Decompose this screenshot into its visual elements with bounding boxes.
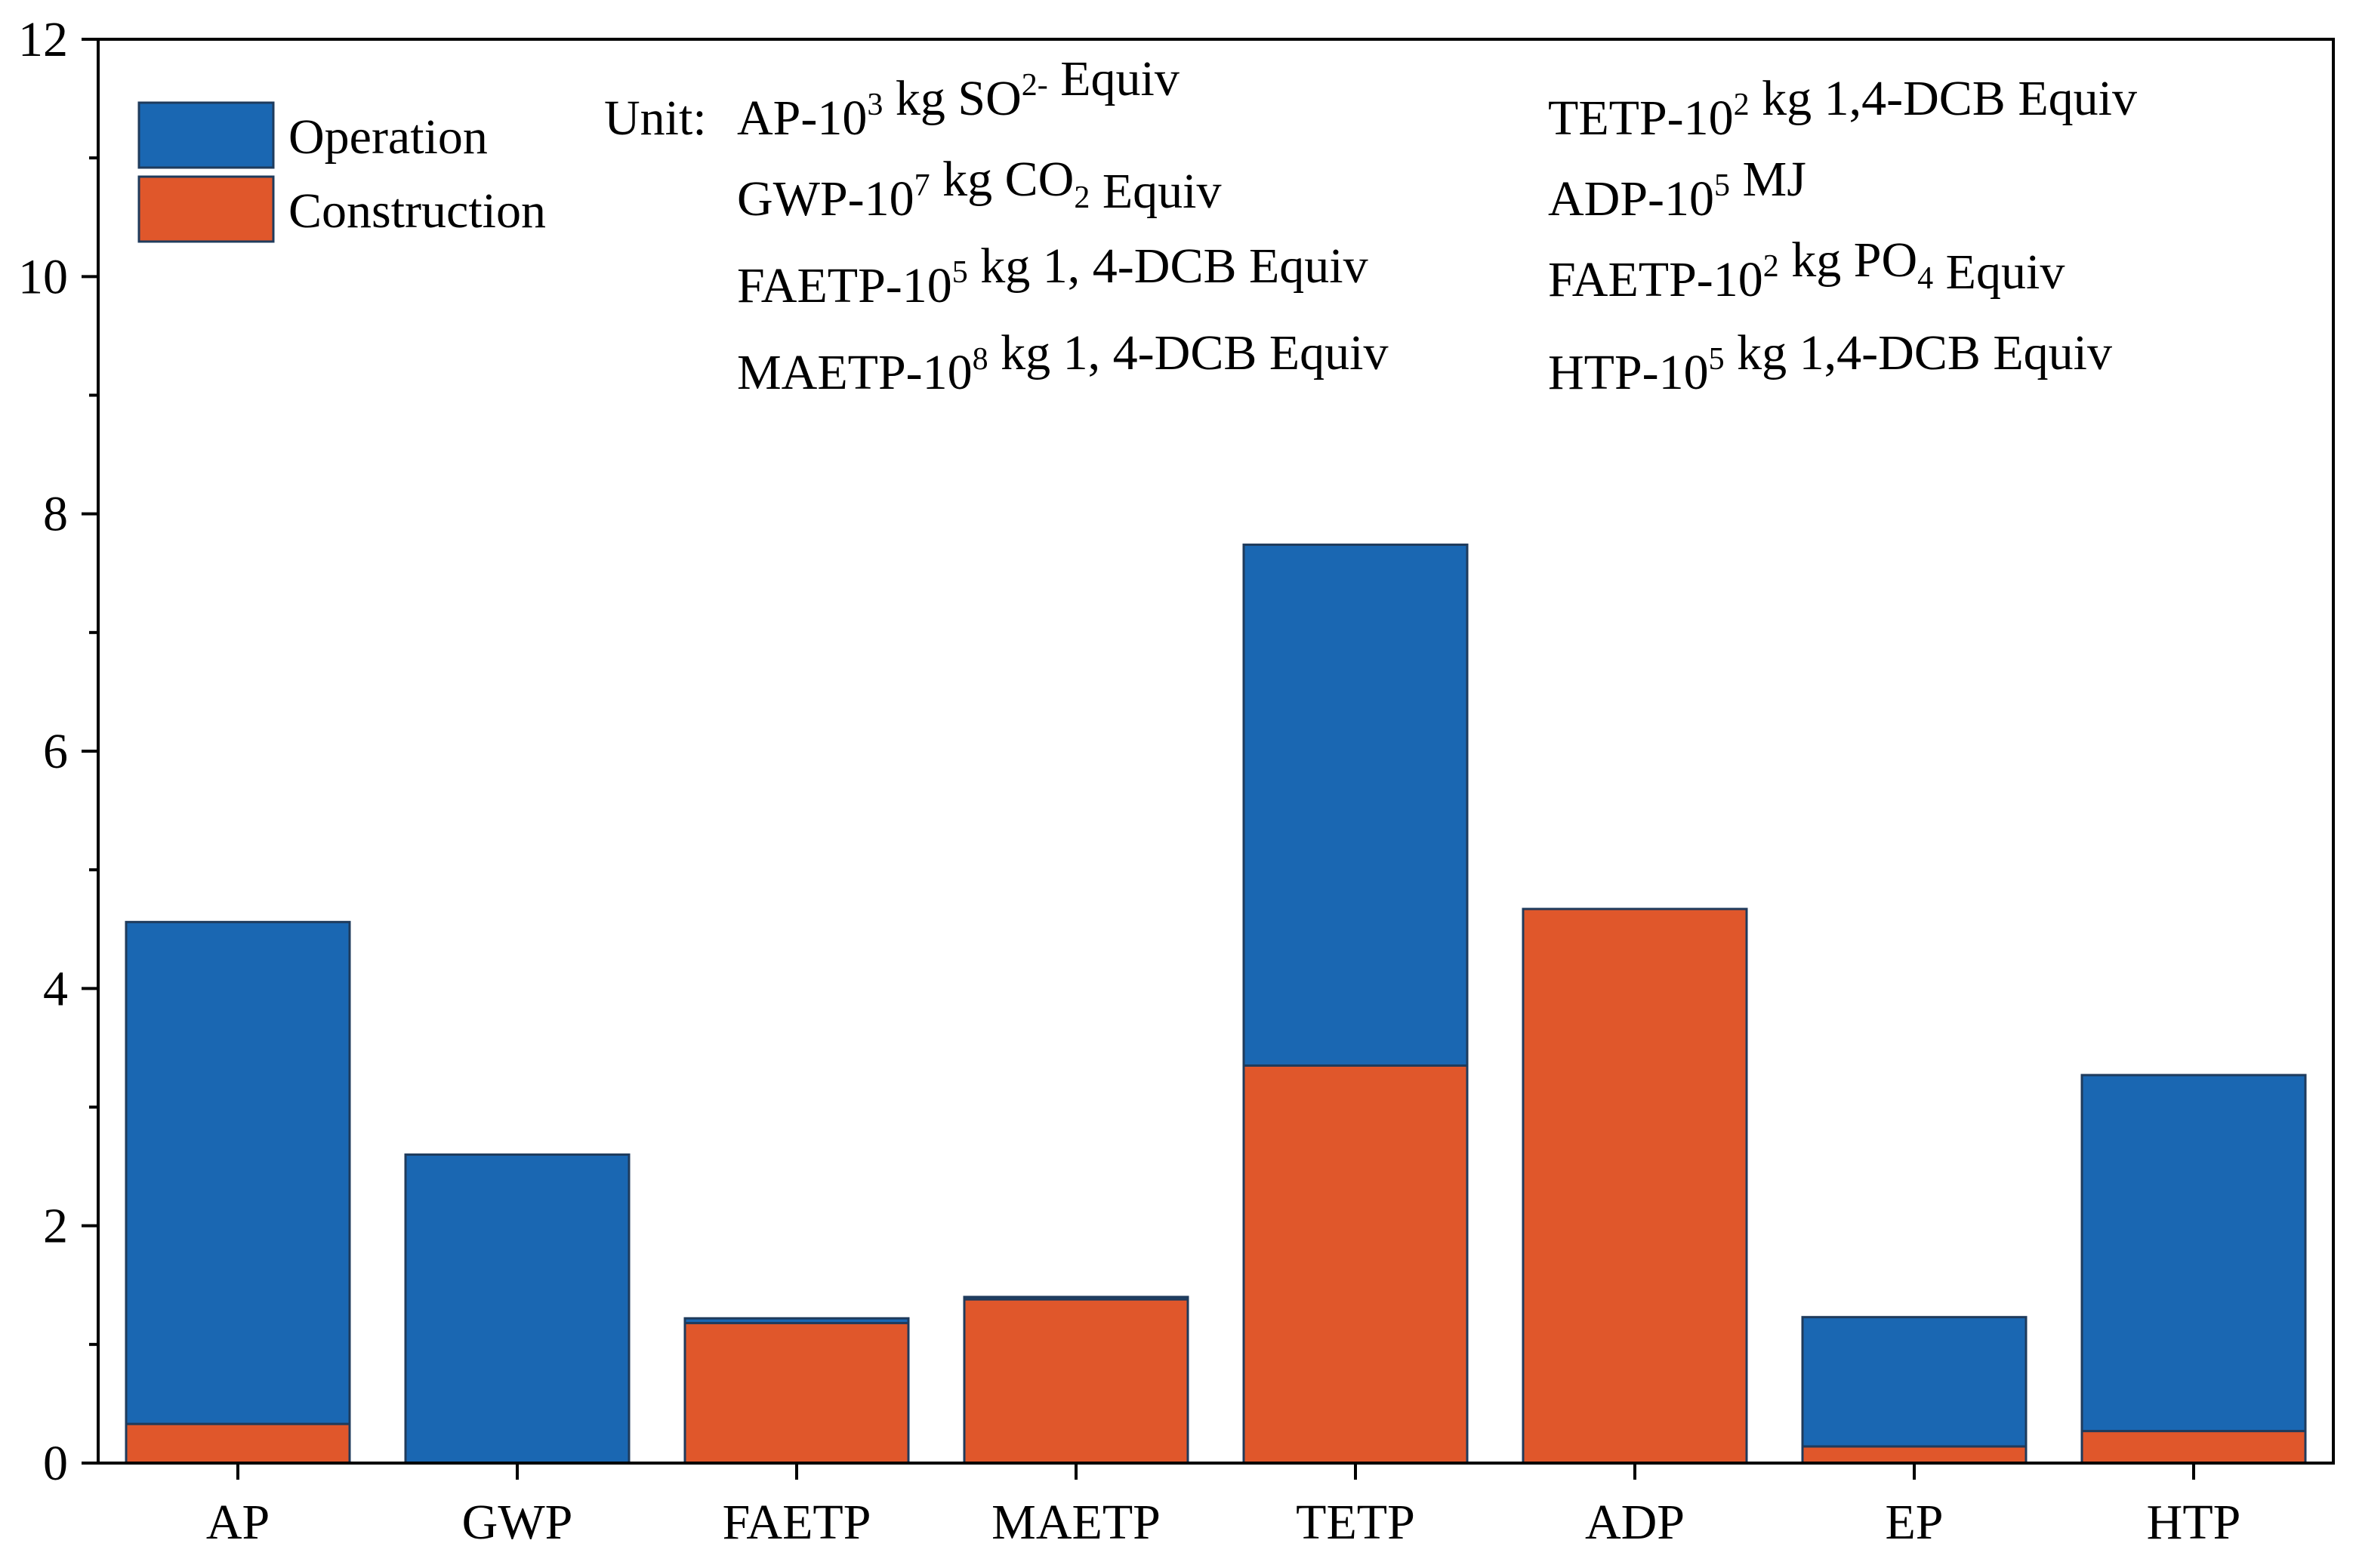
bar-faetp-operation — [683, 1317, 910, 1325]
legend-label-operation: Operation — [288, 109, 488, 165]
unit-line-left-2: FAETP-105 kg 1, 4-DCB Equiv — [737, 239, 1368, 313]
bars-group — [125, 544, 2307, 1465]
bar-htp-operation — [2080, 1074, 2307, 1433]
y-axis: 0 2 4 6 8 10 12 — [18, 12, 98, 1491]
bar-tetp-construction — [1242, 1064, 1469, 1465]
bar-maetp-construction — [963, 1298, 1189, 1465]
unit-line-right-1: ADP-105 MJ — [1548, 152, 1806, 226]
unit-prefix: Unit: — [604, 91, 707, 146]
x-axis: AP GWP FAETP MAETP TETP ADP EP HTP — [206, 1463, 2241, 1550]
x-tick-label-htp: HTP — [2147, 1495, 2241, 1550]
y-tick-label: 8 — [43, 487, 68, 542]
legend-swatch-construction — [137, 175, 275, 243]
legend-swatch-operation — [137, 101, 275, 169]
y-tick-label: 10 — [18, 249, 68, 304]
bar-maetp-operation — [963, 1295, 1189, 1301]
legend: Operation Construction — [137, 101, 546, 243]
x-tick-label-ep: EP — [1885, 1495, 1943, 1550]
x-tick-label-maetp: MAETP — [991, 1495, 1161, 1550]
y-tick-label: 2 — [43, 1199, 68, 1254]
unit-line-left-3: MAETP-108 kg 1, 4-DCB Equiv — [737, 325, 1389, 400]
x-tick-label-adp: ADP — [1585, 1495, 1685, 1550]
y-tick-label: 0 — [43, 1436, 68, 1491]
bar-ep-construction — [1801, 1445, 2028, 1465]
bar-adp-construction — [1522, 907, 1748, 1465]
unit-line-left-0: AP-103 kg SO2- Equiv — [737, 51, 1180, 146]
x-tick-label-gwp: GWP — [462, 1495, 573, 1550]
bar-ep-operation — [1801, 1316, 2028, 1448]
unit-line-right-0: TETP-102 kg 1,4-DCB Equiv — [1548, 71, 2137, 146]
legend-label-construction: Construction — [288, 183, 546, 239]
x-tick-label-tetp: TETP — [1296, 1495, 1415, 1550]
x-tick-label-ap: AP — [206, 1495, 270, 1550]
y-tick-label: 4 — [43, 961, 68, 1016]
bar-faetp-construction — [683, 1322, 910, 1465]
bar-htp-construction — [2080, 1430, 2307, 1465]
unit-line-right-3: HTP-105 kg 1,4-DCB Equiv — [1548, 325, 2112, 400]
unit-line-left-1: GWP-107 kg CO2 Equiv — [737, 152, 1222, 226]
bar-ap-construction — [125, 1422, 351, 1465]
bar-gwp-operation — [404, 1153, 631, 1465]
bar-ap-operation — [125, 920, 351, 1425]
x-tick-label-faetp: FAETP — [723, 1495, 871, 1550]
bar-tetp-operation — [1242, 544, 1469, 1067]
unit-line-right-2: FAETP-102 kg PO4 Equiv — [1548, 233, 2065, 307]
y-tick-label: 12 — [18, 12, 68, 67]
y-tick-label: 6 — [43, 724, 68, 779]
